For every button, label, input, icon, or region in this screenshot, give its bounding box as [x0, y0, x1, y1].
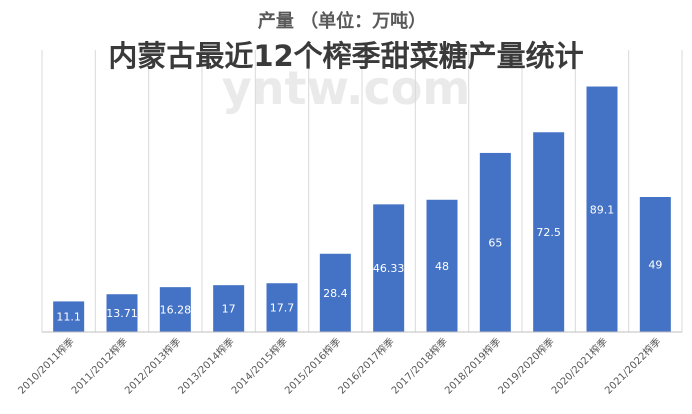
- x-tick-labels: 2010/2011榨季2011/2012榨季2012/2013榨季2013/20…: [15, 335, 663, 397]
- bar: [159, 287, 191, 332]
- data-label: 11.1: [56, 311, 81, 324]
- data-label: 17: [222, 303, 236, 316]
- x-tick-label: 2021/2022榨季: [602, 335, 664, 397]
- x-tick-label: 2017/2018榨季: [388, 335, 450, 397]
- data-label: 17.7: [270, 302, 295, 315]
- data-label: 49: [648, 259, 662, 272]
- x-tick-label: 2013/2014榨季: [175, 335, 237, 397]
- bar: [426, 199, 458, 332]
- x-tick-label: 2019/2020榨季: [495, 335, 557, 397]
- x-tick-label: 2011/2012榨季: [68, 335, 130, 397]
- x-tick-label: 2015/2016榨季: [282, 335, 344, 397]
- bar: [213, 285, 245, 333]
- bar: [479, 152, 511, 332]
- bar: [586, 86, 618, 332]
- bar: [319, 253, 351, 332]
- bar: [533, 132, 565, 332]
- x-tick-label: 2014/2015榨季: [228, 335, 290, 397]
- data-label: 72.5: [536, 226, 561, 239]
- chart-subtitle: 产量 （单位：万吨）: [258, 10, 426, 32]
- bar: [106, 294, 138, 332]
- data-label: 48: [435, 260, 449, 273]
- data-label: 16.28: [160, 304, 192, 317]
- x-tick-label: 2010/2011榨季: [15, 335, 77, 397]
- bars: [53, 86, 671, 333]
- x-tick-label: 2016/2017榨季: [335, 335, 397, 397]
- data-label: 65: [488, 236, 502, 249]
- data-label: 46.33: [373, 262, 405, 275]
- watermark-text: yntw.com: [222, 61, 471, 115]
- x-tick-label: 2012/2013榨季: [122, 335, 184, 397]
- x-tick-label: 2020/2021榨季: [548, 335, 610, 397]
- gridlines: [41, 50, 683, 332]
- data-label: 28.4: [323, 287, 348, 300]
- data-label: 89.1: [590, 203, 615, 216]
- data-labels: 11.1 13.71 16.28 17 17.7 28.4 46.33 48 65 72.5 89.…: [56, 203, 662, 323]
- bar: [639, 197, 671, 332]
- x-tick-label: 2018/2019榨季: [442, 335, 504, 397]
- bar: [266, 283, 298, 332]
- data-label: 13.71: [106, 307, 138, 320]
- bar: [53, 301, 85, 332]
- bar: [373, 204, 405, 332]
- chart-title: 内蒙古最近12个榨季甜菜糖产量统计: [108, 39, 583, 73]
